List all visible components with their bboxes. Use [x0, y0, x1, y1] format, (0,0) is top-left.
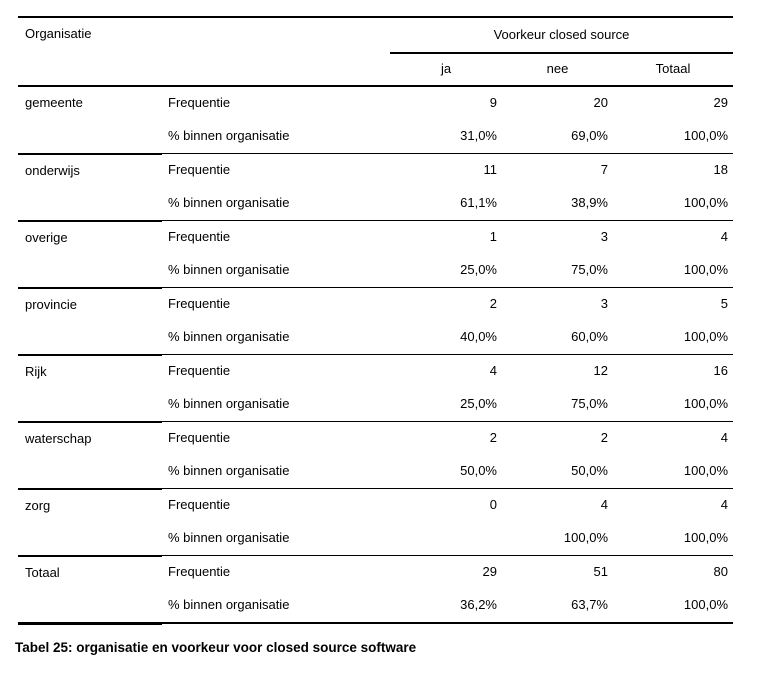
table-row-totaal-pct: % binnen organisatie 36,2% 63,7% 100,0%	[18, 589, 733, 624]
pct-value-nee: 75,0%	[502, 254, 613, 288]
freq-value-nee: 4	[600, 497, 608, 513]
stat-label-frequentie: Frequentie	[168, 430, 231, 446]
crosstab-table: Organisatie Voorkeur closed source ja ne…	[18, 16, 733, 625]
freq-value-ja: 29	[482, 564, 497, 580]
pct-value-totaal: 100,0%	[613, 388, 733, 422]
table-row-provincie-pct: % binnen organisatie 40,0% 60,0% 100,0%	[18, 321, 733, 355]
table-row-zorg-freq: zorg Frequentie 0 4 4	[18, 488, 733, 557]
stat-label-frequentie: Frequentie	[168, 363, 231, 379]
freq-value-ja: 0	[489, 497, 497, 513]
table-row-totaal-freq: Totaal Frequentie 29 51 80	[18, 555, 733, 625]
org-label-waterschap: waterschap	[18, 421, 162, 490]
table-row-rijk-pct: % binnen organisatie 25,0% 75,0% 100,0%	[18, 388, 733, 422]
table-row-rijk-freq: Rijk Frequentie 4 12 16	[18, 354, 733, 423]
freq-value-totaal: 4	[720, 497, 728, 513]
table-row-zorg-pct: % binnen organisatie 100,0% 100,0%	[18, 522, 733, 556]
freq-value-ja: 4	[489, 363, 497, 379]
column-header-totaal: Totaal	[613, 53, 733, 87]
pct-value-nee: 38,9%	[502, 187, 613, 221]
stat-label-frequentie: Frequentie	[168, 296, 231, 312]
freq-value-totaal: 5	[720, 296, 728, 312]
freq-value-totaal: 4	[720, 229, 728, 245]
pct-value-nee: 50,0%	[502, 455, 613, 489]
stat-label-frequentie: Frequentie	[168, 564, 231, 580]
table-row-waterschap-pct: % binnen organisatie 50,0% 50,0% 100,0%	[18, 455, 733, 489]
table-row-overige-freq: overige Frequentie 1 3 4	[18, 220, 733, 289]
org-label-zorg: zorg	[18, 488, 162, 557]
stat-label-frequentie: Frequentie	[168, 95, 231, 111]
freq-value-totaal: 29	[713, 95, 728, 111]
pct-value-totaal: 100,0%	[613, 187, 733, 221]
stat-label-pct-binnen-organisatie: % binnen organisatie	[162, 187, 390, 221]
org-label-overige: overige	[18, 220, 162, 289]
freq-value-ja: 9	[489, 95, 497, 111]
freq-value-nee: 12	[593, 363, 608, 379]
table-row-gemeente-pct: % binnen organisatie 31,0% 69,0% 100,0%	[18, 120, 733, 154]
pct-value-nee: 100,0%	[502, 522, 613, 556]
stat-label-pct-binnen-organisatie: % binnen organisatie	[162, 455, 390, 489]
stat-label-pct-binnen-organisatie: % binnen organisatie	[162, 254, 390, 288]
header-row-1: Organisatie Voorkeur closed source	[18, 17, 733, 87]
table-row-overige-pct: % binnen organisatie 25,0% 75,0% 100,0%	[18, 254, 733, 288]
freq-value-nee: 7	[600, 162, 608, 178]
table-row-provincie-freq: provincie Frequentie 2 3 5	[18, 287, 733, 356]
freq-value-ja: 11	[483, 162, 498, 178]
freq-value-nee: 3	[600, 229, 608, 245]
pct-value-ja	[390, 522, 502, 556]
freq-value-ja: 2	[489, 430, 497, 446]
stat-label-frequentie: Frequentie	[168, 162, 231, 178]
pct-value-ja: 61,1%	[390, 187, 502, 221]
freq-value-nee: 2	[600, 430, 608, 446]
stat-label-pct-binnen-organisatie: % binnen organisatie	[162, 120, 390, 154]
org-label-gemeente: gemeente	[18, 86, 162, 155]
freq-value-ja: 2	[489, 296, 497, 312]
org-label-rijk: Rijk	[18, 354, 162, 423]
pct-value-nee: 60,0%	[502, 321, 613, 355]
pct-value-nee: 63,7%	[502, 589, 613, 624]
pct-value-totaal: 100,0%	[613, 321, 733, 355]
span-header-voorkeur-closed-source: Voorkeur closed source	[390, 17, 733, 54]
pct-value-nee: 69,0%	[502, 120, 613, 154]
freq-value-totaal: 16	[713, 363, 728, 379]
table-caption: Tabel 25: organisatie en voorkeur voor c…	[15, 639, 417, 655]
pct-value-totaal: 100,0%	[613, 455, 733, 489]
pct-value-ja: 40,0%	[390, 321, 502, 355]
page: Organisatie Voorkeur closed source ja ne…	[0, 16, 764, 684]
header-row-2: ja nee Totaal	[18, 53, 733, 87]
freq-value-nee: 20	[593, 95, 608, 111]
table-row-onderwijs-freq: onderwijs Frequentie 11 7 18	[18, 153, 733, 222]
pct-value-totaal: 100,0%	[613, 522, 733, 556]
column-header-nee: nee	[502, 53, 613, 87]
stat-label-frequentie: Frequentie	[168, 229, 231, 245]
pct-value-ja: 36,2%	[390, 589, 502, 624]
stat-label-pct-binnen-organisatie: % binnen organisatie	[162, 321, 390, 355]
pct-value-ja: 25,0%	[390, 254, 502, 288]
freq-value-ja: 1	[489, 229, 497, 245]
pct-value-totaal: 100,0%	[613, 254, 733, 288]
org-label-onderwijs: onderwijs	[18, 153, 162, 222]
pct-value-nee: 75,0%	[502, 388, 613, 422]
column-header-ja: ja	[390, 53, 502, 87]
stat-label-pct-binnen-organisatie: % binnen organisatie	[162, 388, 390, 422]
stat-label-frequentie: Frequentie	[168, 497, 231, 513]
corner-header-organisatie: Organisatie	[18, 17, 390, 87]
pct-value-totaal: 100,0%	[613, 120, 733, 154]
freq-value-nee: 3	[600, 296, 608, 312]
table-row-gemeente-freq: gemeente Frequentie 9 20 29	[18, 86, 733, 155]
freq-value-totaal: 4	[720, 430, 728, 446]
org-label-provincie: provincie	[18, 287, 162, 356]
freq-value-nee: 51	[593, 564, 608, 580]
pct-value-totaal: 100,0%	[613, 589, 733, 624]
table-row-onderwijs-pct: % binnen organisatie 61,1% 38,9% 100,0%	[18, 187, 733, 221]
table-row-waterschap-freq: waterschap Frequentie 2 2 4	[18, 421, 733, 490]
freq-value-totaal: 18	[713, 162, 728, 178]
org-label-totaal: Totaal	[18, 555, 162, 625]
pct-value-ja: 25,0%	[390, 388, 502, 422]
pct-value-ja: 31,0%	[390, 120, 502, 154]
freq-value-totaal: 80	[713, 564, 728, 580]
stat-label-pct-binnen-organisatie: % binnen organisatie	[162, 522, 390, 556]
stat-label-pct-binnen-organisatie: % binnen organisatie	[162, 589, 390, 624]
pct-value-ja: 50,0%	[390, 455, 502, 489]
